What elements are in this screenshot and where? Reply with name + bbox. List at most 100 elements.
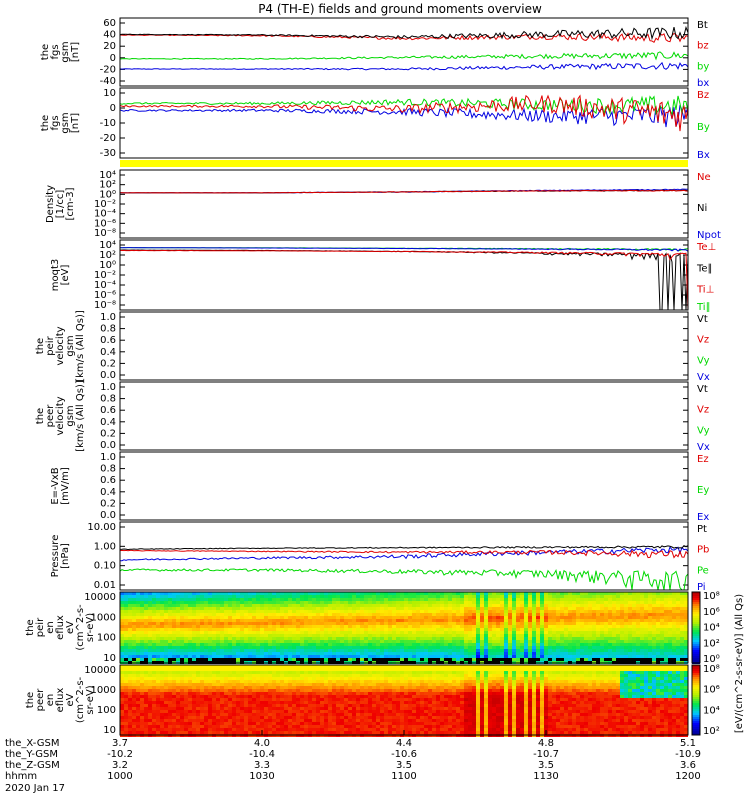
spec-cell [280,649,284,652]
spec-cell [416,634,420,637]
spec-cell [332,674,336,677]
spec-cell [240,619,244,622]
spec-cell [516,595,520,598]
spec-cell [456,649,460,652]
spec-cell [452,601,456,604]
spec-cell [484,658,488,661]
spec-cell [320,680,324,683]
spec-cell [372,604,376,607]
spec-cell [312,683,316,686]
spec-cell [336,649,340,652]
y-tick-label: 0.6 [100,335,116,346]
spec-cell [364,622,368,625]
spec-cell [300,677,304,680]
spec-cell [648,598,652,601]
spec-cell [480,592,484,595]
spec-cell [304,625,308,628]
spec-cell [448,637,452,640]
spec-cell [564,628,568,631]
spec-cell [576,637,580,640]
spec-cell [372,607,376,610]
spec-cell [592,655,596,658]
spec-cell [568,604,572,607]
spec-cell [172,610,176,613]
spec-cell [568,643,572,646]
spec-cell [420,655,424,658]
spec-cell [388,595,392,598]
spec-cell [272,616,276,619]
spec-cell [300,722,304,725]
spec-cell [204,646,208,649]
spec-cell [476,640,480,643]
spec-cell [244,692,248,695]
spec-cell [316,592,320,595]
spec-cell [264,707,268,710]
spec-cell [380,610,384,613]
spec-cell [608,652,612,655]
spec-cell [152,716,156,719]
spec-cell [172,625,176,628]
spec-cell [180,695,184,698]
spec-cell [316,610,320,613]
spec-cell [380,628,384,631]
spec-cell [336,616,340,619]
spec-cell [172,655,176,658]
spec-cell [620,631,624,634]
spec-cell [408,622,412,625]
spec-cell [124,674,128,677]
spec-cell [272,707,276,710]
spec-cell [220,601,224,604]
spec-cell [648,652,652,655]
spec-cell [164,634,168,637]
spec-cell [480,643,484,646]
spec-cell [264,680,268,683]
spec-cell [316,619,320,622]
spec-cell [484,640,488,643]
spec-cell [556,619,560,622]
spec-cell [444,640,448,643]
spec-cell [316,640,320,643]
spec-cell [376,628,380,631]
spec-cell [380,616,384,619]
spec-cell [440,610,444,613]
spec-cell [436,652,440,655]
spec-cell [252,649,256,652]
spec-cell [196,631,200,634]
spec-cell [628,643,632,646]
spec-cell [336,628,340,631]
spec-cell [256,640,260,643]
spec-cell [504,631,508,634]
spec-cell [156,698,160,701]
spec-cell [496,610,500,613]
spec-cell [136,683,140,686]
spec-cell [164,668,168,671]
spec-cell [632,622,636,625]
spec-cell [324,677,328,680]
spec-cell [324,665,328,668]
spec-cell [284,716,288,719]
spec-cell [404,595,408,598]
spec-cell [244,649,248,652]
spec-cell [204,707,208,710]
spec-cell [412,598,416,601]
spec-cell [320,625,324,628]
spec-cell [160,628,164,631]
spec-cell [204,683,208,686]
spec-cell [372,652,376,655]
spec-cell [396,604,400,607]
spec-cell [668,625,672,628]
spec-cell [420,634,424,637]
spec-cell [140,674,144,677]
spec-cell [292,640,296,643]
spec-cell [324,725,328,728]
spec-cell [452,631,456,634]
spec-cell [684,613,688,616]
spec-cell [124,713,128,716]
spec-cell [388,658,392,661]
spec-cell [468,619,472,622]
spec-cell [392,619,396,622]
spec-cell [668,652,672,655]
spec-cell [156,619,160,622]
spec-cell [168,668,172,671]
spec-cell [208,731,212,734]
